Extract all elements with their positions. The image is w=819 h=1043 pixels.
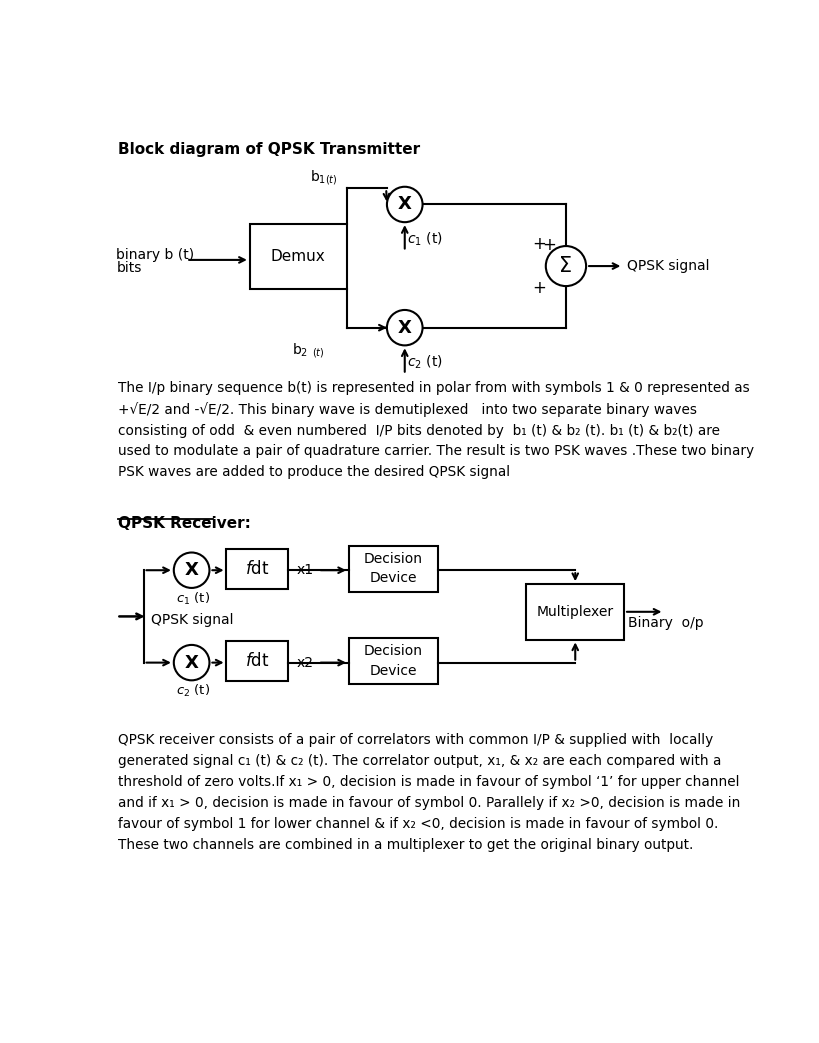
Text: QPSK receiver consists of a pair of correlators with common I/P & supplied with : QPSK receiver consists of a pair of corr… [118,733,740,851]
Text: x2: x2 [296,656,314,670]
Text: X: X [184,654,198,672]
FancyBboxPatch shape [250,223,346,289]
Text: +: + [532,235,545,252]
Circle shape [174,553,209,588]
Text: $c_1$ (t): $c_1$ (t) [406,231,442,248]
Text: Decision
Device: Decision Device [364,552,423,585]
Circle shape [174,645,209,680]
Circle shape [545,246,586,286]
Text: X: X [397,195,411,214]
Text: Σ: Σ [559,257,572,276]
FancyBboxPatch shape [349,545,437,591]
Text: Demux: Demux [270,249,325,264]
Text: +: + [541,236,555,253]
Text: Decision
Device: Decision Device [364,645,423,678]
Text: Block diagram of QPSK Transmitter: Block diagram of QPSK Transmitter [118,142,419,157]
Text: QPSK Receiver:: QPSK Receiver: [118,516,251,531]
FancyBboxPatch shape [349,638,437,684]
Text: $c_2$ (t): $c_2$ (t) [176,683,210,699]
Text: X: X [184,561,198,579]
Circle shape [387,187,422,222]
Text: Binary  o/p: Binary o/p [627,615,703,630]
Text: $c_1$ (t): $c_1$ (t) [176,590,210,607]
Text: binary b (t): binary b (t) [116,247,194,262]
FancyBboxPatch shape [226,641,288,681]
Text: $c_2$ (t): $c_2$ (t) [406,354,442,371]
FancyBboxPatch shape [226,549,288,588]
FancyBboxPatch shape [526,584,623,639]
Text: +: + [532,280,545,297]
Text: x1: x1 [296,563,314,577]
Text: QPSK signal: QPSK signal [627,259,708,273]
Circle shape [387,310,422,345]
Text: $\mathit{f}$dt: $\mathit{f}$dt [245,560,269,578]
Text: Multiplexer: Multiplexer [536,605,613,618]
Text: X: X [397,319,411,337]
Text: The I/p binary sequence b(t) is represented in polar from with symbols 1 & 0 rep: The I/p binary sequence b(t) is represen… [118,381,753,480]
Text: b$_{2}$ $_{(t)}$: b$_{2}$ $_{(t)}$ [292,341,324,360]
Text: $\mathit{f}$dt: $\mathit{f}$dt [245,652,269,670]
Text: bits: bits [116,261,142,274]
Text: b$_{1(t)}$: b$_{1(t)}$ [310,168,337,187]
Text: QPSK signal: QPSK signal [152,613,233,627]
